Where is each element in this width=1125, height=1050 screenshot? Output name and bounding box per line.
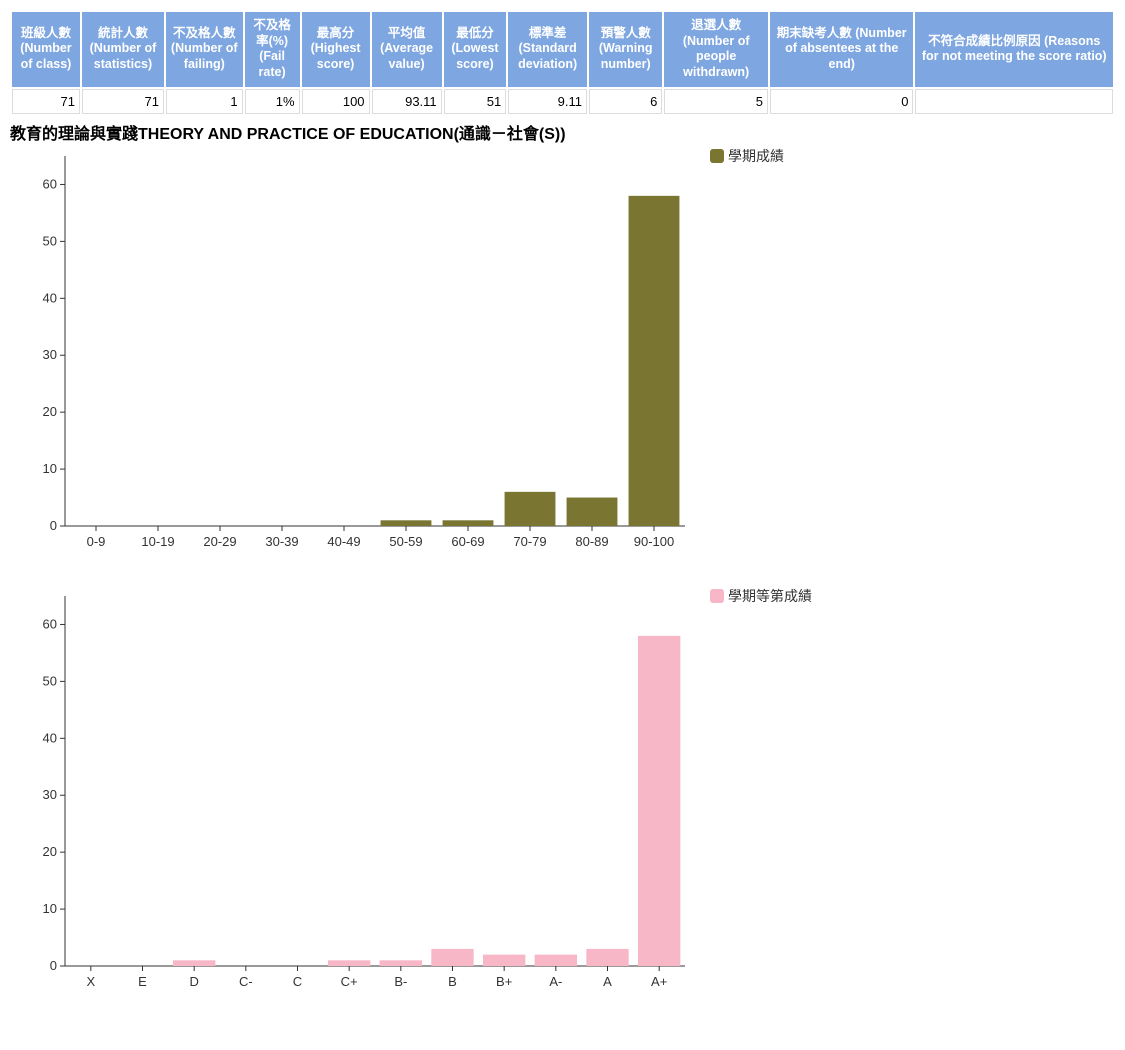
- chart-2-container: 學期等第成績 0 10 20 30 40 50 60 X E D C- C C+ B- B B+ A- A A+: [10, 586, 1115, 1006]
- chart-1-container: 學期成績 0 10 20 30 40 50 60 0-9 10-19 20-29 30-39 40-4…: [10, 146, 1115, 566]
- bar: [328, 960, 370, 966]
- svg-text:A+: A+: [651, 974, 667, 989]
- bar: [381, 520, 432, 526]
- stats-header-cell: 最低分 (Lowest score): [444, 12, 507, 87]
- stats-data-cell: 51: [444, 89, 507, 114]
- stats-header-cell: 統計人數 (Number of statistics): [82, 12, 164, 87]
- svg-text:C+: C+: [341, 974, 358, 989]
- stats-data-cell: 9.11: [508, 89, 587, 114]
- svg-text:0: 0: [50, 518, 57, 533]
- svg-text:40-49: 40-49: [327, 534, 360, 549]
- svg-text:10-19: 10-19: [141, 534, 174, 549]
- stats-header-row: 班級人數 (Number of class)統計人數 (Number of st…: [12, 12, 1113, 87]
- svg-text:90-100: 90-100: [634, 534, 674, 549]
- stats-data-cell: 100: [302, 89, 370, 114]
- chart-1-legend: 學期成績: [710, 146, 784, 166]
- chart-2-legend: 學期等第成績: [710, 586, 812, 606]
- svg-text:A: A: [603, 974, 612, 989]
- stats-data-cell: 1%: [245, 89, 300, 114]
- svg-text:80-89: 80-89: [575, 534, 608, 549]
- legend-swatch-icon: [710, 589, 724, 603]
- svg-text:60: 60: [43, 176, 57, 191]
- svg-text:X: X: [86, 974, 95, 989]
- stats-header-cell: 平均值 (Average value): [372, 12, 442, 87]
- svg-text:60: 60: [43, 616, 57, 631]
- stats-header-cell: 最高分 (Highest score): [302, 12, 370, 87]
- stats-table: 班級人數 (Number of class)統計人數 (Number of st…: [10, 10, 1115, 116]
- stats-data-row: 717111%10093.11519.11650: [12, 89, 1113, 114]
- bar: [483, 954, 525, 965]
- stats-data-cell: 1: [166, 89, 243, 114]
- svg-text:20-29: 20-29: [203, 534, 236, 549]
- chart-1-legend-label: 學期成績: [728, 146, 784, 166]
- stats-data-cell: 6: [589, 89, 662, 114]
- stats-data-cell: 93.11: [372, 89, 442, 114]
- stats-data-cell: 71: [12, 89, 80, 114]
- svg-text:D: D: [189, 974, 198, 989]
- svg-text:30: 30: [43, 787, 57, 802]
- bar: [443, 520, 494, 526]
- bar: [505, 491, 556, 525]
- svg-text:E: E: [138, 974, 147, 989]
- svg-text:50-59: 50-59: [389, 534, 422, 549]
- stats-header-cell: 不符合成績比例原因 (Reasons for not meeting the s…: [915, 12, 1113, 87]
- svg-text:B: B: [448, 974, 457, 989]
- bar: [173, 960, 215, 966]
- svg-text:50: 50: [43, 233, 57, 248]
- svg-text:0: 0: [50, 958, 57, 973]
- bar: [380, 960, 422, 966]
- svg-text:C: C: [293, 974, 302, 989]
- bar: [586, 948, 628, 965]
- svg-text:0-9: 0-9: [87, 534, 106, 549]
- stats-data-cell: 71: [82, 89, 164, 114]
- chart-2-legend-label: 學期等第成績: [728, 586, 812, 606]
- bar: [567, 497, 618, 525]
- svg-text:40: 40: [43, 290, 57, 305]
- svg-text:B+: B+: [496, 974, 512, 989]
- svg-text:40: 40: [43, 730, 57, 745]
- stats-data-cell: 5: [664, 89, 768, 114]
- legend-swatch-icon: [710, 149, 724, 163]
- svg-text:30-39: 30-39: [265, 534, 298, 549]
- svg-text:A-: A-: [549, 974, 562, 989]
- svg-text:30: 30: [43, 347, 57, 362]
- chart-2-bar-chart: 0 10 20 30 40 50 60 X E D C- C C+ B- B B+ A- A A+: [10, 586, 690, 1006]
- svg-text:20: 20: [43, 404, 57, 419]
- stats-header-cell: 不及格率(%) (Fail rate): [245, 12, 300, 87]
- stats-header-cell: 不及格人數 (Number of failing): [166, 12, 243, 87]
- svg-text:B-: B-: [394, 974, 407, 989]
- chart-section-title: 教育的理論與實踐THEORY AND PRACTICE OF EDUCATION…: [10, 120, 1115, 144]
- bar: [638, 635, 680, 965]
- stats-header-cell: 退選人數 (Number of people withdrawn): [664, 12, 768, 87]
- stats-header-cell: 預警人數 (Warning number): [589, 12, 662, 87]
- stats-header-cell: 期末缺考人數 (Number of absentees at the end): [770, 12, 914, 87]
- bar: [431, 948, 473, 965]
- svg-text:60-69: 60-69: [451, 534, 484, 549]
- chart-1-bar-chart: 0 10 20 30 40 50 60 0-9 10-19 20-29 30-39 40-49 50-5…: [10, 146, 690, 566]
- bar: [535, 954, 577, 965]
- svg-text:10: 10: [43, 901, 57, 916]
- stats-header-cell: 標準差 (Standard deviation): [508, 12, 587, 87]
- svg-text:C-: C-: [239, 974, 253, 989]
- stats-header-cell: 班級人數 (Number of class): [12, 12, 80, 87]
- svg-text:50: 50: [43, 673, 57, 688]
- bar: [629, 195, 680, 525]
- stats-data-cell: 0: [770, 89, 914, 114]
- svg-text:20: 20: [43, 844, 57, 859]
- svg-text:10: 10: [43, 461, 57, 476]
- svg-text:70-79: 70-79: [513, 534, 546, 549]
- stats-data-cell: [915, 89, 1113, 114]
